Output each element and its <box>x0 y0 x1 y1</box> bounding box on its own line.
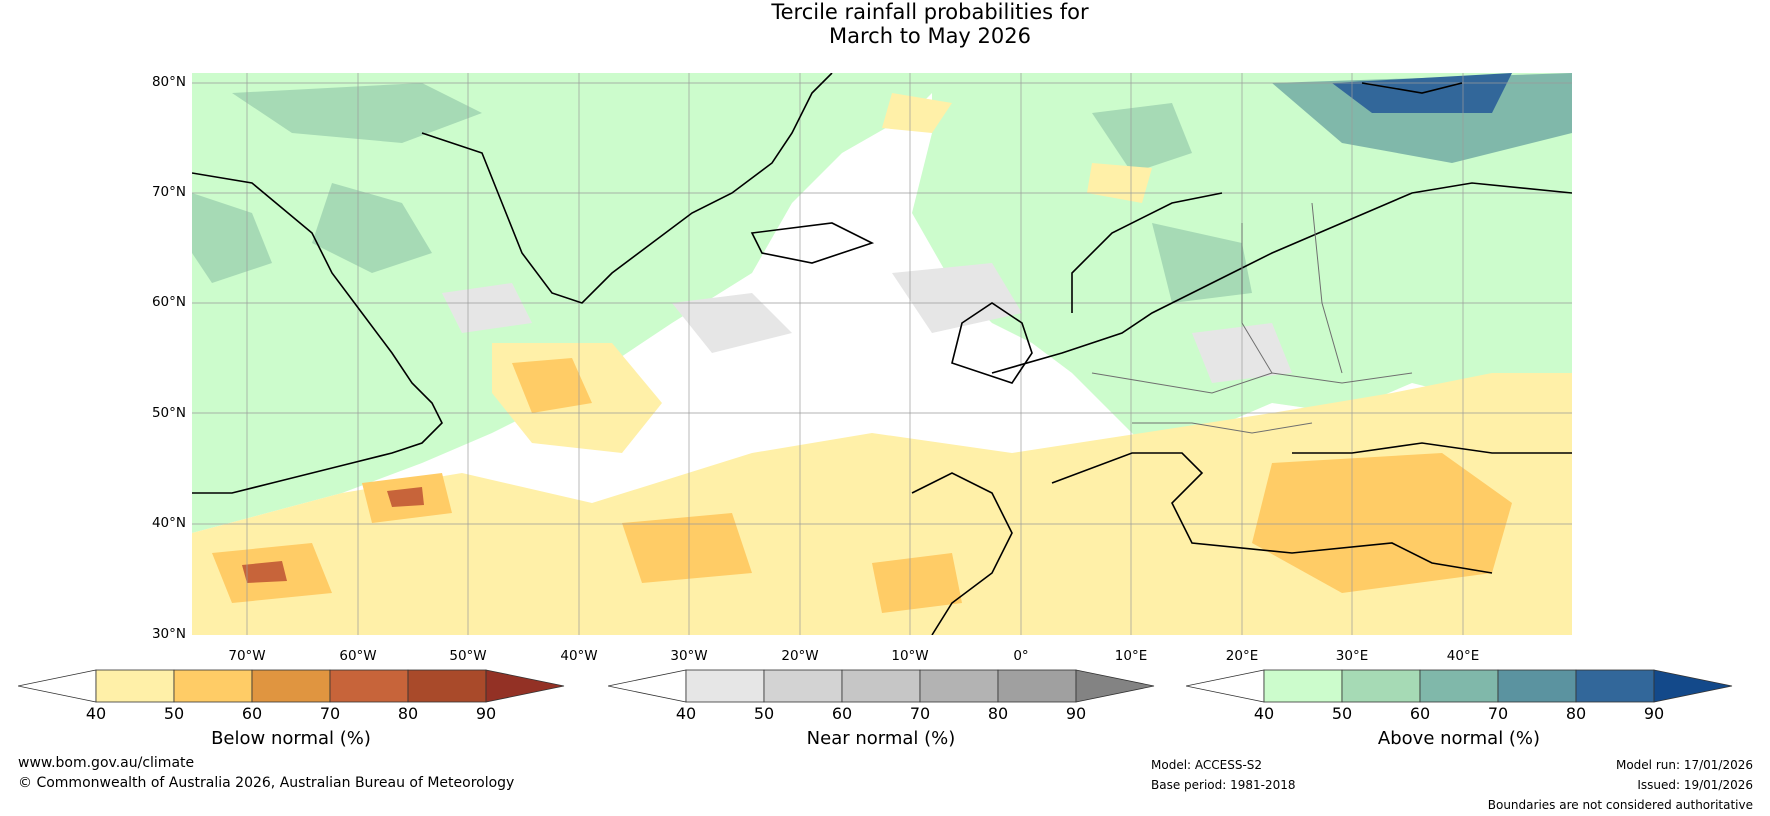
cbar-below-tick-40: 40 <box>85 704 107 723</box>
cbar-seg <box>485 669 565 703</box>
cbar-near-tick-70: 70 <box>909 704 931 723</box>
cbar-above-tick-40: 40 <box>1253 704 1275 723</box>
footer-issued: Issued: 19/01/2026 <box>1637 778 1753 792</box>
title-line-1: Tercile rainfall probabilities for <box>771 0 1089 24</box>
colorbar-above-normal-svg <box>1185 669 1733 703</box>
cbar-above-tick-50: 50 <box>1331 704 1353 723</box>
lon-label-40w: 40°W <box>560 648 598 664</box>
lat-label-70n: 70°N <box>151 184 186 200</box>
footer-website[interactable]: www.bom.gov.au/climate <box>18 755 195 771</box>
cbar-seg <box>407 669 487 703</box>
lon-label-40e: 40°E <box>1446 648 1480 664</box>
cbar-near-tick-50: 50 <box>753 704 775 723</box>
footer-disclaimer: Boundaries are not considered authoritat… <box>1487 798 1753 812</box>
cbar-near-tick-40: 40 <box>675 704 697 723</box>
lon-label-60w: 60°W <box>339 648 377 664</box>
cbar-seg <box>173 669 253 703</box>
cbar-below-tick-60: 60 <box>241 704 263 723</box>
lon-label-20e: 20°E <box>1225 648 1259 664</box>
lat-label-60n: 60°N <box>151 294 186 310</box>
map-canvas <box>192 73 1572 635</box>
cbar-seg <box>607 669 687 703</box>
lat-label-40n: 40°N <box>151 515 186 531</box>
cbar-seg <box>329 669 409 703</box>
cbar-seg <box>841 669 921 703</box>
colorbar-below-normal-svg <box>17 669 565 703</box>
lon-label-10w: 10°W <box>891 648 929 664</box>
lat-label-30n: 30°N <box>151 626 186 642</box>
cbar-seg <box>685 669 765 703</box>
lon-label-30e: 30°E <box>1335 648 1369 664</box>
lon-label-0: 0° <box>1013 648 1029 664</box>
cbar-seg <box>1497 669 1577 703</box>
map-title: Tercile rainfall probabilities for March… <box>0 0 1770 48</box>
cbar-above-tick-80: 80 <box>1565 704 1587 723</box>
footer-base-period: Base period: 1981-2018 <box>1151 778 1296 792</box>
colorbar-near-normal <box>607 668 1158 708</box>
title-line-2: March to May 2026 <box>829 24 1031 48</box>
lat-label-50n: 50°N <box>151 405 186 421</box>
cbar-seg <box>763 669 843 703</box>
cbar-above-tick-60: 60 <box>1409 704 1431 723</box>
colorbar-below-normal-label: Below normal (%) <box>211 728 371 749</box>
colorbar-above-normal-label: Above normal (%) <box>1377 728 1541 749</box>
cbar-seg <box>95 669 175 703</box>
cbar-below-tick-90: 90 <box>475 704 497 723</box>
cbar-seg <box>1419 669 1499 703</box>
cbar-near-tick-90: 90 <box>1065 704 1087 723</box>
cbar-near-tick-60: 60 <box>831 704 853 723</box>
cbar-seg <box>1075 669 1155 703</box>
cbar-seg <box>1341 669 1421 703</box>
rainfall-probability-map <box>192 73 1572 635</box>
cbar-below-tick-50: 50 <box>163 704 185 723</box>
lon-label-50w: 50°W <box>449 648 487 664</box>
cbar-seg <box>251 669 331 703</box>
colorbar-near-normal-label: Near normal (%) <box>806 728 956 749</box>
footer-model: Model: ACCESS-S2 <box>1151 758 1263 772</box>
cbar-above-tick-90: 90 <box>1643 704 1665 723</box>
colorbar-above-normal <box>1185 668 1736 708</box>
cbar-below-tick-70: 70 <box>319 704 341 723</box>
lon-label-30w: 30°W <box>670 648 708 664</box>
footer-copyright: © Commonwealth of Australia 2026, Austra… <box>18 775 515 791</box>
cbar-seg <box>1263 669 1343 703</box>
cbar-seg <box>997 669 1077 703</box>
cbar-seg <box>1185 669 1265 703</box>
cbar-seg <box>919 669 999 703</box>
colorbar-near-normal-svg <box>607 669 1155 703</box>
lon-label-20w: 20°W <box>781 648 819 664</box>
cbar-seg <box>1653 669 1733 703</box>
lat-label-80n: 80°N <box>151 74 186 90</box>
cbar-above-tick-70: 70 <box>1487 704 1509 723</box>
footer-model-run: Model run: 17/01/2026 <box>1615 758 1753 772</box>
cbar-below-tick-80: 80 <box>397 704 419 723</box>
lon-label-10e: 10°E <box>1114 648 1148 664</box>
lon-label-70w: 70°W <box>228 648 266 664</box>
cbar-seg <box>17 669 97 703</box>
colorbar-below-normal <box>17 668 568 708</box>
cbar-near-tick-80: 80 <box>987 704 1009 723</box>
cbar-seg <box>1575 669 1655 703</box>
